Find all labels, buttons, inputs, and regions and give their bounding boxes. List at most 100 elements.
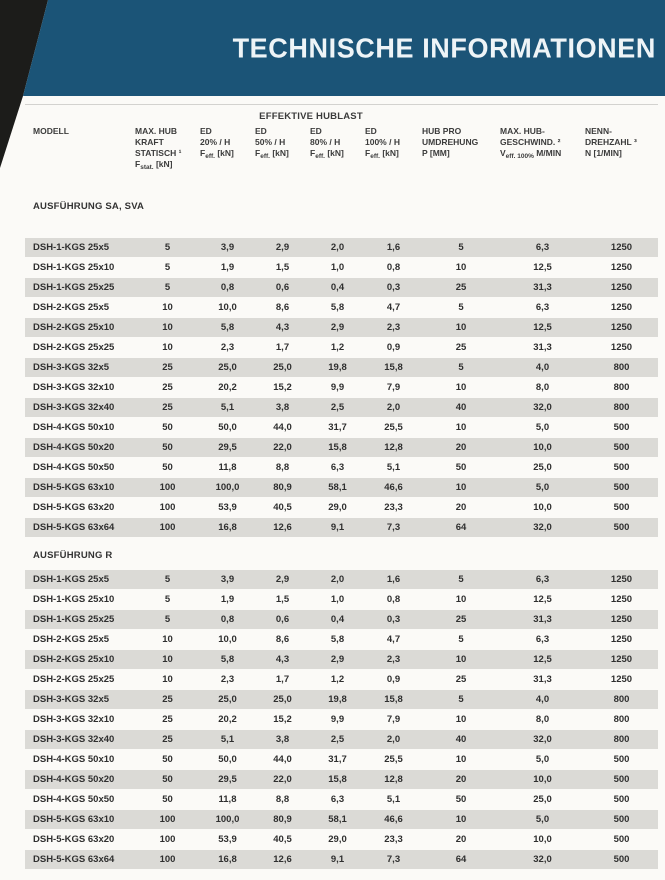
model-cell: DSH-3-KGS 32x10 xyxy=(33,714,115,725)
value-cell: 64 xyxy=(455,522,467,533)
value-cell: 10 xyxy=(455,382,467,393)
value-cell: 10 xyxy=(162,302,173,313)
value-cell: 5,0 xyxy=(535,814,550,825)
value-cell: 25 xyxy=(162,734,173,745)
model-cell: DSH-3-KGS 32x5 xyxy=(33,694,110,705)
value-cell: 1,6 xyxy=(386,574,401,585)
value-cell: 19,8 xyxy=(328,694,347,705)
column-header-max-hubgeschwind: MAX. HUB- GESCHWIND. ² Veff. 100% M/MIN xyxy=(500,126,585,171)
value-cell: 800 xyxy=(613,694,630,705)
value-cell: 11,8 xyxy=(218,794,237,805)
value-cell: 2,0 xyxy=(386,734,401,745)
value-cell: 12,5 xyxy=(533,594,552,605)
value-cell: 40 xyxy=(455,734,467,745)
formula-sub: eff. 100% xyxy=(505,152,534,160)
value-cell: 8,0 xyxy=(535,714,550,725)
value-cell: 1250 xyxy=(610,614,633,625)
value-cell: 10 xyxy=(455,322,467,333)
value-cell: 46,6 xyxy=(384,482,403,493)
value-cell: 5,1 xyxy=(220,734,235,745)
table-row: DSH-1-KGS 25x5 5 3,9 2,9 2,0 1,6 5 6,3 1250 xyxy=(25,570,658,589)
value-cell: 1250 xyxy=(610,282,633,293)
model-cell: DSH-5-KGS 63x64 xyxy=(33,854,115,865)
value-cell: 31,3 xyxy=(533,282,552,293)
header-line: 100% / H xyxy=(365,137,400,147)
model-cell: DSH-2-KGS 25x25 xyxy=(33,674,115,685)
model-cell: DSH-2-KGS 25x5 xyxy=(33,302,110,313)
value-cell: 20,2 xyxy=(218,714,237,725)
value-cell: 25 xyxy=(455,342,467,353)
value-cell: 5,1 xyxy=(220,402,235,413)
value-cell: 5,0 xyxy=(535,422,550,433)
model-cell: DSH-5-KGS 63x10 xyxy=(33,482,115,493)
value-cell: 0,8 xyxy=(386,262,401,273)
value-cell: 1,9 xyxy=(220,262,235,273)
value-cell: 2,9 xyxy=(330,322,345,333)
column-header-ed20: ED 20% / H Feff. [kN] xyxy=(200,126,255,171)
header-formula: Fstat. [kN] xyxy=(135,159,200,171)
value-cell: 8,8 xyxy=(275,794,290,805)
value-cell: 8,6 xyxy=(275,302,290,313)
value-cell: 29,5 xyxy=(218,442,237,453)
model-cell: DSH-3-KGS 32x5 xyxy=(33,362,110,373)
value-cell: 80,9 xyxy=(273,814,292,825)
table-row: DSH-3-KGS 32x5 25 25,0 25,0 19,8 15,8 5 4,0 800 xyxy=(25,690,658,709)
formula-base: N [1/MIN] xyxy=(585,148,622,158)
value-cell: 100 xyxy=(159,834,176,845)
value-cell: 2,0 xyxy=(386,402,401,413)
value-cell: 0,9 xyxy=(386,674,401,685)
value-cell: 8,8 xyxy=(275,462,290,473)
value-cell: 0,9 xyxy=(386,342,401,353)
value-cell: 12,8 xyxy=(384,442,403,453)
column-header-max-hubkraft: MAX. HUB KRAFT STATISCH ¹ Fstat. [kN] xyxy=(135,126,200,171)
column-header-nenndrehzahl: NENN- DREHZAHL ³ N [1/MIN] xyxy=(585,126,658,171)
value-cell: 10,0 xyxy=(533,834,552,845)
value-cell: 10 xyxy=(162,674,173,685)
value-cell: 25,0 xyxy=(218,694,237,705)
value-cell: 6,3 xyxy=(535,242,550,253)
model-cell: DSH-4-KGS 50x20 xyxy=(33,774,115,785)
value-cell: 15,2 xyxy=(273,714,292,725)
model-cell: DSH-1-KGS 25x5 xyxy=(33,242,110,253)
value-cell: 2,9 xyxy=(275,242,290,253)
value-cell: 12,5 xyxy=(533,654,552,665)
value-cell: 15,8 xyxy=(328,442,347,453)
value-cell: 1250 xyxy=(610,302,633,313)
table-row: DSH-2-KGS 25x5 10 10,0 8,6 5,8 4,7 5 6,3 1250 xyxy=(25,630,658,649)
value-cell: 29,0 xyxy=(328,502,347,513)
table-row: DSH-3-KGS 32x40 25 5,1 3,8 2,5 2,0 40 32,0 800 xyxy=(25,398,658,417)
value-cell: 500 xyxy=(613,774,630,785)
header-line: MODELL xyxy=(33,126,69,136)
value-cell: 5,1 xyxy=(386,462,401,473)
value-cell: 50,0 xyxy=(218,754,237,765)
value-cell: 100 xyxy=(159,814,176,825)
value-cell: 500 xyxy=(613,814,630,825)
value-cell: 2,3 xyxy=(386,654,401,665)
header-line: MAX. HUB- xyxy=(500,126,545,136)
value-cell: 10 xyxy=(455,754,467,765)
value-cell: 31,7 xyxy=(328,422,347,433)
value-cell: 5,0 xyxy=(535,754,550,765)
model-cell: DSH-1-KGS 25x10 xyxy=(33,262,115,273)
value-cell: 5 xyxy=(458,694,464,705)
value-cell: 25,0 xyxy=(533,462,552,473)
value-cell: 4,0 xyxy=(535,362,550,373)
value-cell: 31,3 xyxy=(533,342,552,353)
value-cell: 22,0 xyxy=(273,774,292,785)
value-cell: 12,6 xyxy=(273,854,292,865)
value-cell: 2,5 xyxy=(330,734,345,745)
value-cell: 50 xyxy=(455,462,467,473)
value-cell: 9,9 xyxy=(330,714,345,725)
value-cell: 500 xyxy=(613,854,630,865)
column-header-hub-pro-umdrehung: HUB PRO UMDREHUNG P [MM] xyxy=(422,126,500,171)
value-cell: 0,4 xyxy=(330,282,345,293)
table-section-sa-sva: AUSFÜHRUNG SA, SVA DSH-1-KGS 25x5 5 3,9 2,9… xyxy=(0,201,665,537)
table-row: DSH-3-KGS 32x5 25 25,0 25,0 19,8 15,8 5 4,0 800 xyxy=(25,358,658,377)
model-cell: DSH-4-KGS 50x50 xyxy=(33,462,115,473)
model-cell: DSH-4-KGS 50x50 xyxy=(33,794,115,805)
value-cell: 23,3 xyxy=(384,502,403,513)
model-cell: DSH-4-KGS 50x10 xyxy=(33,754,115,765)
value-cell: 7,3 xyxy=(386,854,401,865)
table-section-r: AUSFÜHRUNG R DSH-1-KGS 25x5 5 3,9 2,9 2,0 1,6… xyxy=(0,550,665,869)
value-cell: 10 xyxy=(455,594,467,605)
